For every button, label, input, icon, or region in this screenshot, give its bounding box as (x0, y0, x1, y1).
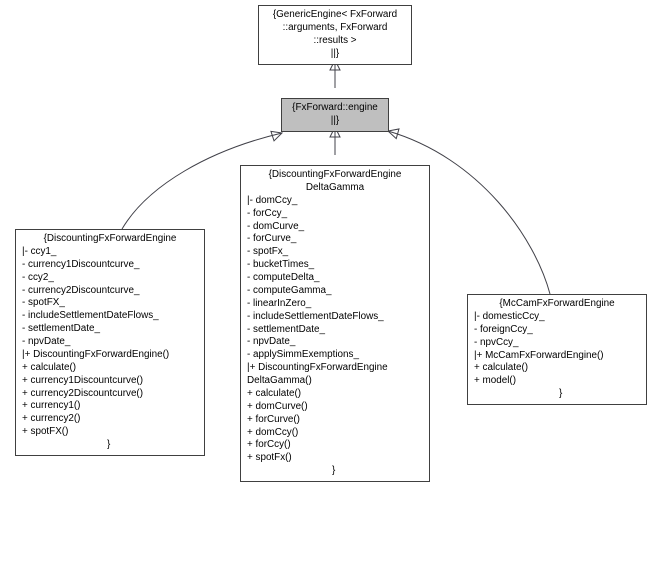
class-node-delta: {DiscountingFxForwardEngine DeltaGamma|-… (240, 165, 430, 482)
class-title: {DiscountingFxForwardEngine DeltaGamma (247, 169, 423, 195)
class-node-engine: {FxForward::engine ||} (281, 98, 389, 132)
class-node-disc1: {DiscountingFxForwardEngine|- ccy1_ - cu… (15, 229, 205, 456)
class-title: {FxForward::engine ||} (288, 102, 382, 128)
class-node-mccam: {McCamFxForwardEngine|- domesticCcy_ - f… (467, 294, 647, 405)
class-title: {DiscountingFxForwardEngine (22, 233, 198, 246)
class-body: |- domesticCcy_ - foreignCcy_ - npvCcy_ … (474, 311, 640, 401)
class-body: |- ccy1_ - currency1Discountcurve_ - ccy… (22, 246, 198, 452)
class-node-generic: {GenericEngine< FxForward ::arguments, F… (258, 5, 412, 65)
class-body: |- domCcy_ - forCcy_ - domCurve_ - forCu… (247, 195, 423, 478)
class-title: {GenericEngine< FxForward ::arguments, F… (265, 9, 405, 61)
class-title: {McCamFxForwardEngine (474, 298, 640, 311)
